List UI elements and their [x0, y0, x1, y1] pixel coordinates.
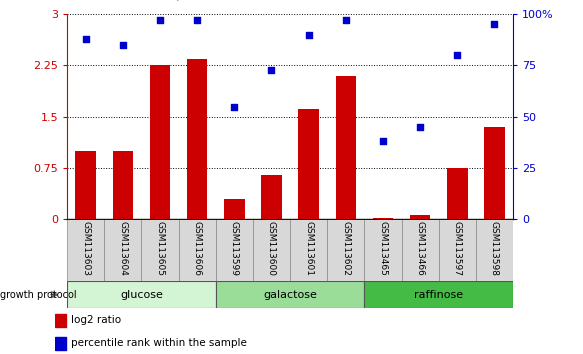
- Bar: [187, 59, 208, 219]
- Text: GSM113466: GSM113466: [416, 221, 424, 276]
- Text: GSM113599: GSM113599: [230, 221, 239, 276]
- Bar: [141, 219, 178, 281]
- Bar: [438, 219, 476, 281]
- Point: [378, 139, 388, 144]
- Point: [452, 52, 462, 58]
- Text: galactose: galactose: [263, 290, 317, 300]
- Bar: [290, 219, 327, 281]
- Point: [230, 104, 239, 109]
- Bar: [327, 219, 364, 281]
- Bar: [336, 76, 356, 219]
- Text: percentile rank within the sample: percentile rank within the sample: [71, 338, 247, 348]
- Text: raffinose: raffinose: [414, 290, 463, 300]
- Text: GSM113605: GSM113605: [156, 221, 164, 276]
- Bar: [253, 219, 290, 281]
- Point: [155, 17, 164, 23]
- Bar: [67, 219, 104, 281]
- Bar: [261, 175, 282, 219]
- Point: [192, 17, 202, 23]
- Text: GSM113603: GSM113603: [81, 221, 90, 276]
- Bar: [55, 337, 66, 350]
- Text: GSM113601: GSM113601: [304, 221, 313, 276]
- Bar: [113, 151, 133, 219]
- Point: [341, 17, 350, 23]
- Text: GDS2505 / 3001: GDS2505 / 3001: [114, 0, 217, 2]
- Point: [490, 22, 499, 27]
- Text: GSM113602: GSM113602: [341, 221, 350, 276]
- Bar: [150, 65, 170, 219]
- Point: [118, 42, 128, 48]
- Bar: [410, 215, 430, 219]
- Point: [416, 124, 425, 130]
- Bar: [104, 219, 141, 281]
- Point: [267, 67, 276, 73]
- Bar: [224, 199, 244, 219]
- Text: GSM113598: GSM113598: [490, 221, 499, 276]
- Text: GSM113597: GSM113597: [453, 221, 462, 276]
- Text: GSM113465: GSM113465: [378, 221, 388, 276]
- Text: log2 ratio: log2 ratio: [71, 315, 121, 325]
- Text: GSM113604: GSM113604: [118, 221, 127, 276]
- Text: glucose: glucose: [120, 290, 163, 300]
- Text: growth protocol: growth protocol: [0, 290, 76, 300]
- Bar: [75, 151, 96, 219]
- Bar: [216, 281, 364, 308]
- Bar: [55, 314, 66, 327]
- Bar: [216, 219, 253, 281]
- Bar: [67, 281, 216, 308]
- Bar: [364, 219, 402, 281]
- Text: GSM113600: GSM113600: [267, 221, 276, 276]
- Bar: [298, 109, 319, 219]
- Bar: [484, 127, 505, 219]
- Bar: [373, 218, 393, 219]
- Point: [304, 32, 313, 38]
- Bar: [476, 219, 513, 281]
- Bar: [447, 168, 468, 219]
- Bar: [364, 281, 513, 308]
- Point: [81, 36, 90, 42]
- Text: GSM113606: GSM113606: [192, 221, 202, 276]
- Bar: [178, 219, 216, 281]
- Bar: [402, 219, 438, 281]
